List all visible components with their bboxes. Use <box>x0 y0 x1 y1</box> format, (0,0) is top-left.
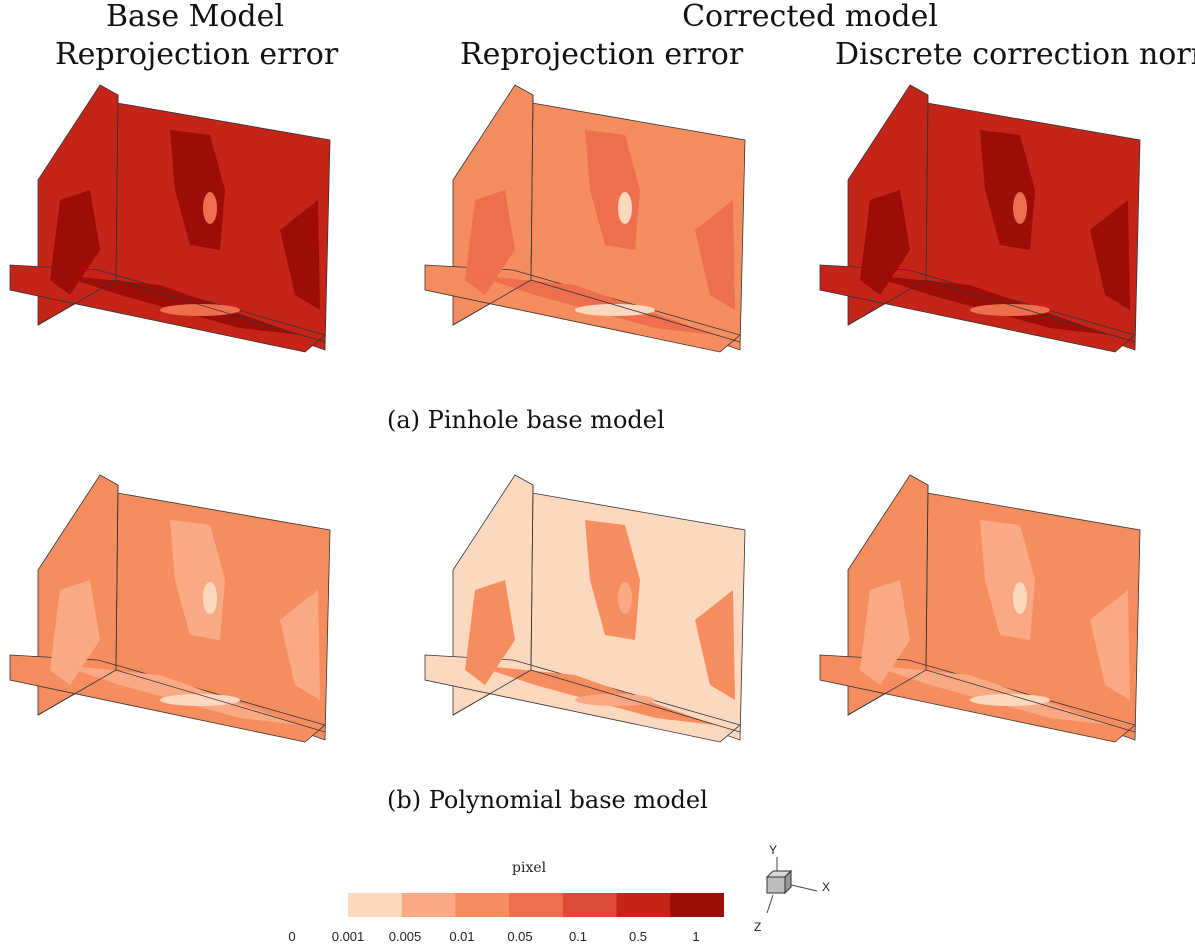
contour-patch <box>280 590 320 700</box>
corner-edge <box>925 669 1136 733</box>
colorbar-title: pixel <box>512 860 547 876</box>
contour-patch <box>860 190 910 295</box>
corner-edge <box>115 484 119 671</box>
axis-z-label: Z <box>754 920 762 934</box>
header-corrected-reprojection: Reprojection error <box>460 37 744 72</box>
colorbar-segment <box>670 893 724 917</box>
contour-spot <box>618 582 632 614</box>
corner-edge <box>530 484 534 671</box>
header-corrected-model: Corrected model <box>682 0 938 34</box>
contour-patch <box>1090 200 1130 310</box>
axis-triad-icon <box>765 857 818 914</box>
colorbar-segment <box>348 893 403 917</box>
corner-edge <box>847 669 927 716</box>
corner-edge <box>115 279 326 343</box>
colorbar-tick-label: 0.1 <box>568 929 588 944</box>
colorbar <box>348 893 724 917</box>
panel-pinhole-corrected-reprojection <box>424 84 746 353</box>
colorbar-segment <box>562 893 618 917</box>
contour-patch <box>465 190 515 295</box>
contour-patch <box>280 200 320 310</box>
panel-polynomial-corrected-reprojection <box>424 474 746 743</box>
contour-patch <box>465 580 515 685</box>
colorbar-tick-label: 0.001 <box>331 929 365 944</box>
contour-patch <box>860 580 910 685</box>
contour-spot <box>575 304 655 316</box>
corner-edge <box>530 669 741 733</box>
colorbar-tick-label: 0.005 <box>388 929 422 944</box>
colorbar-tick-label: 0 <box>288 929 296 944</box>
panel-polynomial-base-reprojection <box>9 474 331 743</box>
corner-edge <box>452 669 532 716</box>
corner-edge <box>37 669 117 716</box>
caption-a: (a) Pinhole base model <box>387 406 665 434</box>
panel-polynomial-correction-norm <box>819 474 1141 743</box>
contour-spot <box>1013 192 1027 224</box>
contour-patch <box>695 590 735 700</box>
contour-patch <box>50 580 100 685</box>
caption-b: (b) Polynomial base model <box>387 786 708 814</box>
contour-patch <box>50 190 100 295</box>
corner-edge <box>37 279 117 326</box>
corner-edge <box>925 484 929 671</box>
panel-pinhole-base-reprojection <box>9 84 331 353</box>
corner-edge <box>115 669 326 733</box>
corner-edge <box>925 279 1136 343</box>
colorbar-tick-label: 1 <box>692 929 700 944</box>
contour-spot <box>160 304 240 316</box>
header-discrete-correction-norm: Discrete correction norm <box>835 37 1195 72</box>
header-base-reprojection: Reprojection error <box>55 37 339 72</box>
colorbar-tick-label: 0.5 <box>628 929 648 944</box>
panel-pinhole-correction-norm <box>819 84 1141 353</box>
contour-spot <box>575 694 655 706</box>
corner-edge <box>452 279 532 326</box>
colorbar-segment <box>401 893 456 917</box>
corner-edge <box>530 279 741 343</box>
colorbar-tick-label: 0.05 <box>507 929 533 944</box>
contour-spot <box>618 192 632 224</box>
corner-edge <box>115 94 119 281</box>
colorbar-segment <box>616 893 671 917</box>
colorbar-segment <box>455 893 510 917</box>
corner-edge <box>925 94 929 281</box>
corner-edge <box>847 279 927 326</box>
contour-patch <box>695 200 735 310</box>
contour-spot <box>1013 582 1027 614</box>
colorbar-segment <box>509 893 564 917</box>
axis-y-label: Y <box>769 843 778 857</box>
contour-patch <box>1090 590 1130 700</box>
contour-spot <box>203 582 217 614</box>
header-base-model: Base Model <box>106 0 284 34</box>
axis-x-label: X <box>822 880 831 894</box>
contour-spot <box>203 192 217 224</box>
contour-spot <box>160 694 240 706</box>
contour-spot <box>970 694 1050 706</box>
colorbar-tick-label: 0.01 <box>449 929 475 944</box>
contour-spot <box>970 304 1050 316</box>
corner-edge <box>530 94 534 281</box>
